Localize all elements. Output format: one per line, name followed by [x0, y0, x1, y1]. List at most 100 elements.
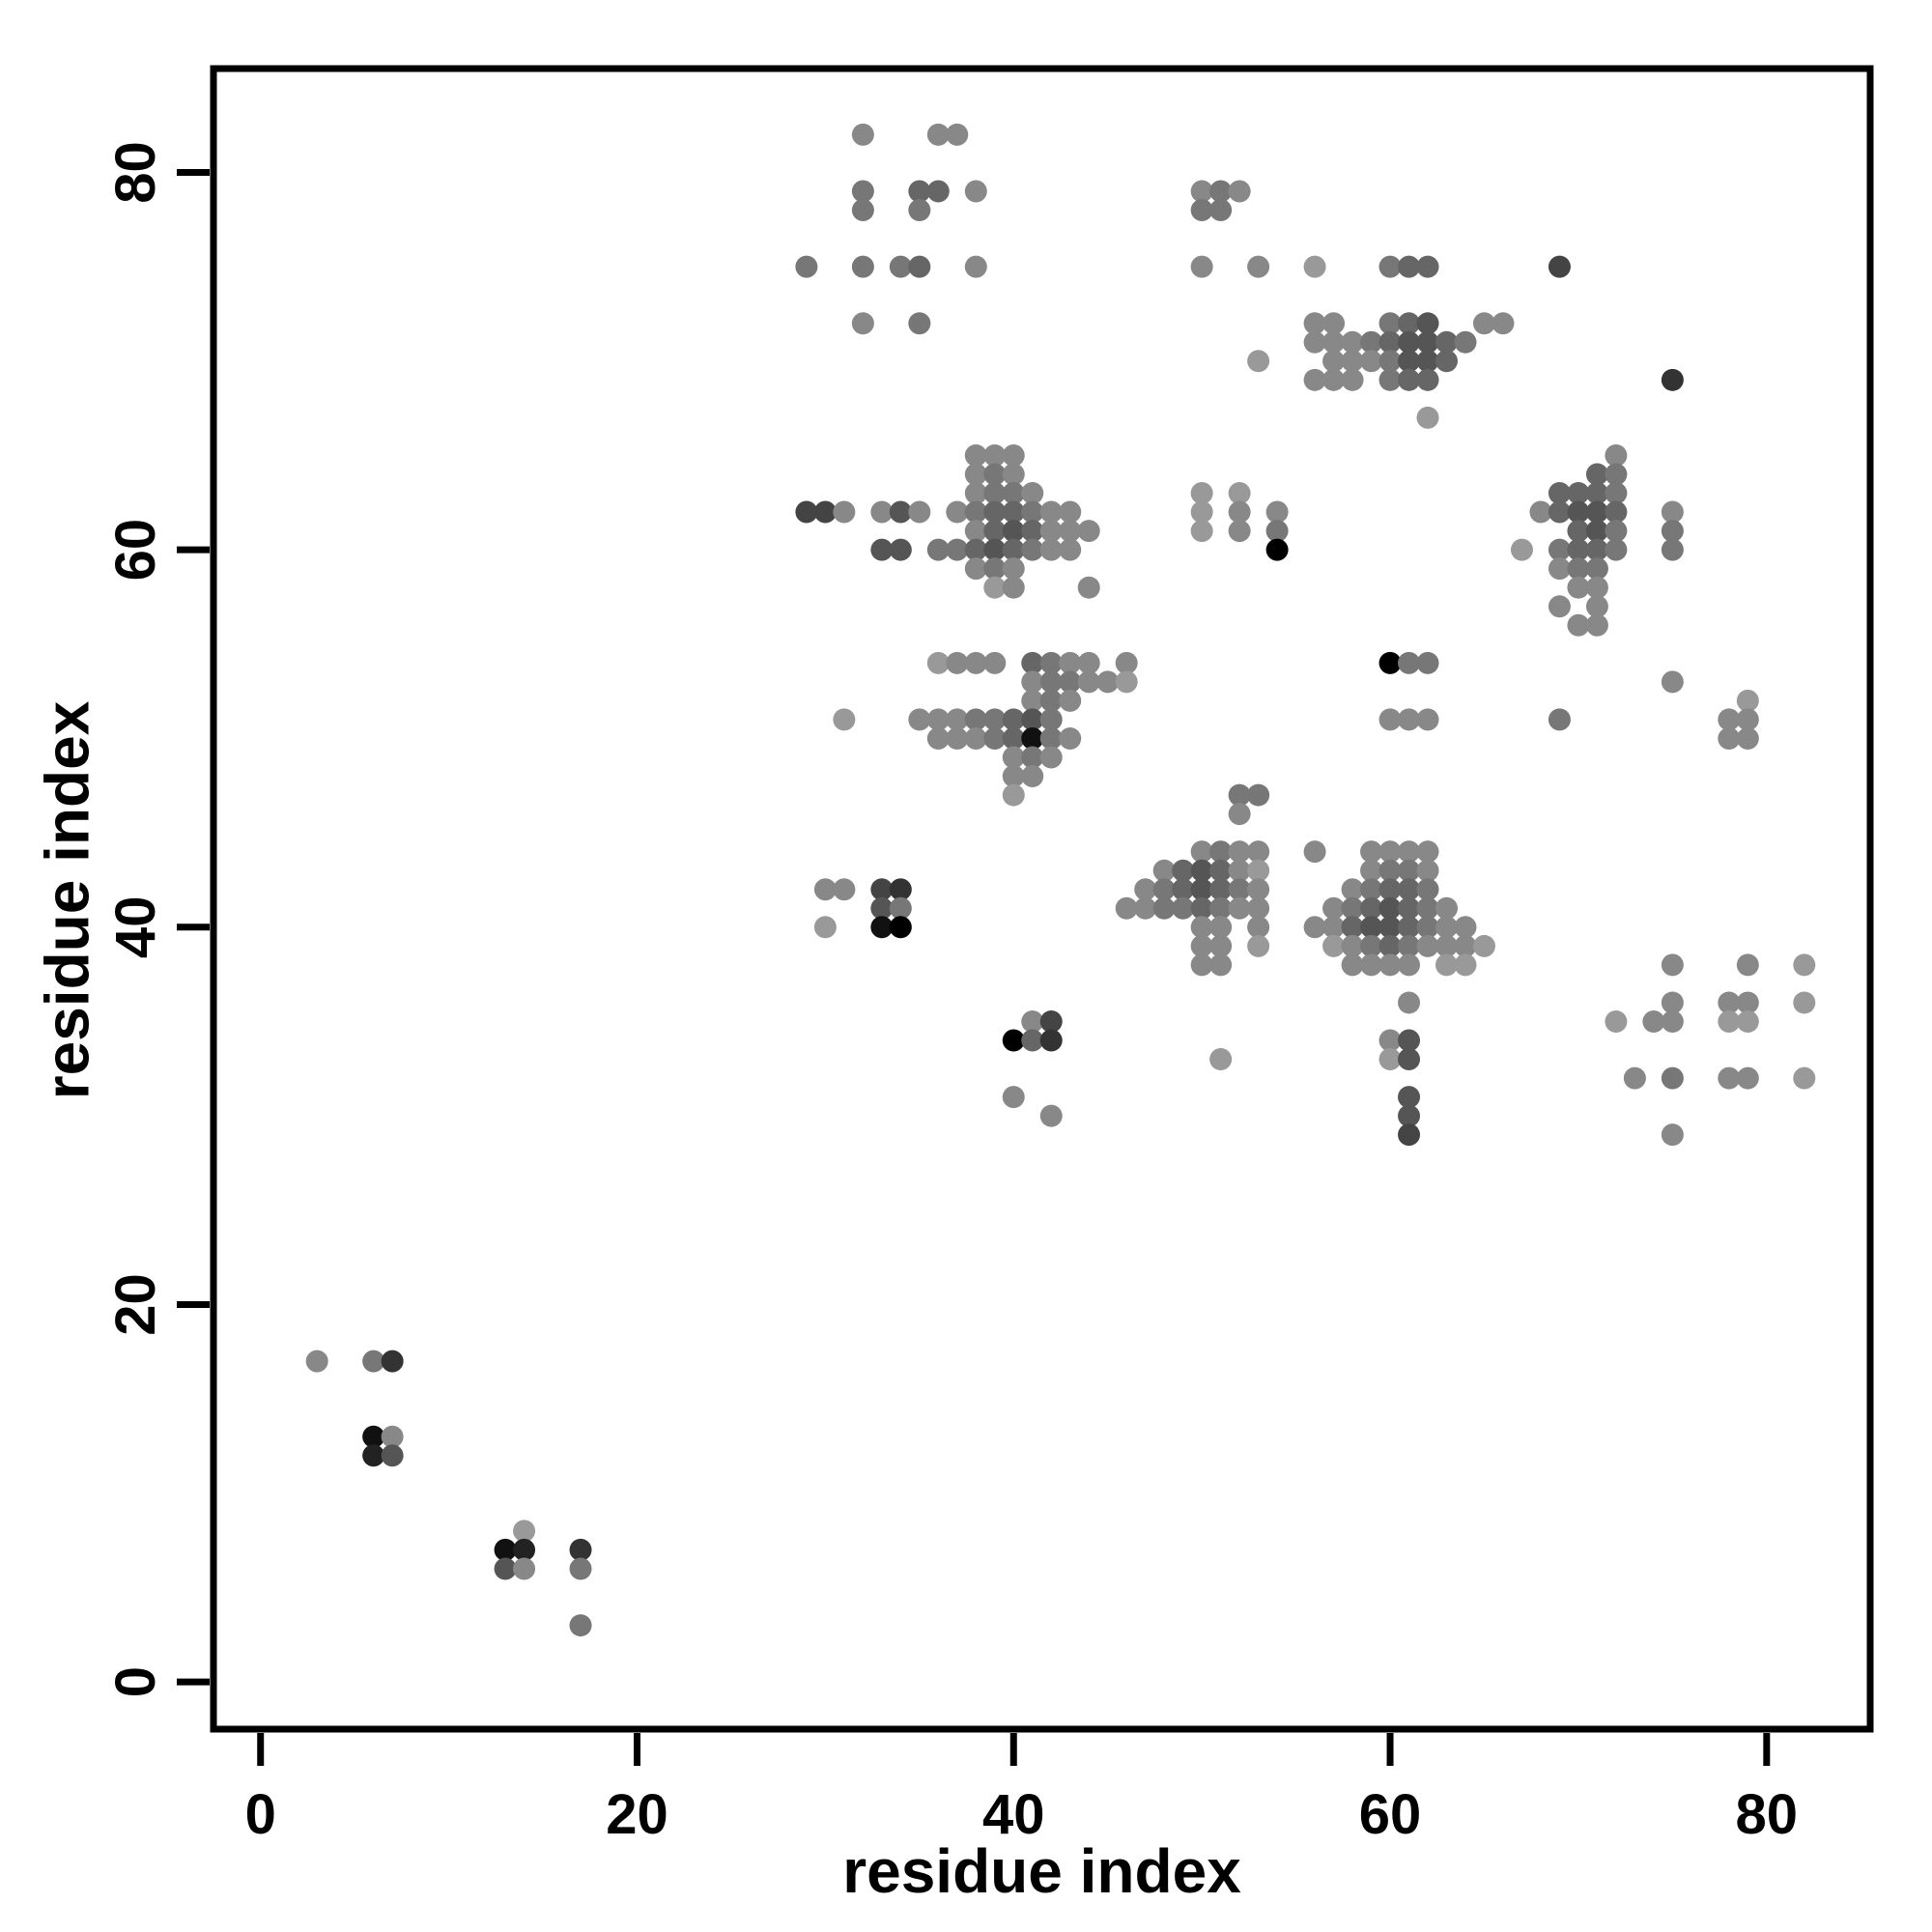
data-point — [1021, 726, 1044, 750]
data-point — [1454, 953, 1477, 977]
data-point — [983, 726, 1007, 750]
data-point — [1228, 180, 1251, 203]
data-point — [1209, 859, 1233, 882]
data-point — [1190, 896, 1213, 920]
data-point — [1341, 330, 1364, 354]
data-point — [1190, 859, 1213, 882]
data-point — [1435, 330, 1459, 354]
data-point — [1718, 1066, 1741, 1090]
data-point — [1303, 916, 1326, 939]
data-point — [1021, 708, 1044, 731]
data-point — [1228, 878, 1251, 901]
data-point — [1190, 520, 1213, 543]
data-point — [1736, 953, 1759, 977]
data-point — [1585, 520, 1608, 543]
data-point — [1059, 651, 1082, 674]
data-point — [1398, 350, 1421, 373]
data-point — [964, 180, 987, 203]
data-point — [1303, 368, 1326, 391]
data-point — [1247, 350, 1270, 373]
data-point — [1398, 1086, 1421, 1109]
data-point — [889, 538, 912, 561]
data-point — [1209, 840, 1233, 864]
data-point — [870, 896, 894, 920]
data-point — [1585, 482, 1608, 505]
plot-frame — [210, 65, 1874, 1733]
data-point — [1002, 726, 1025, 750]
data-point — [1378, 859, 1402, 882]
data-point — [1265, 500, 1289, 524]
data-point — [1190, 180, 1213, 203]
data-point — [1059, 538, 1082, 561]
data-point — [889, 896, 912, 920]
data-point — [1059, 500, 1082, 524]
data-point — [983, 482, 1007, 505]
data-point — [833, 708, 856, 731]
data-point — [1228, 482, 1251, 505]
data-point — [1115, 670, 1138, 694]
data-point — [1247, 255, 1270, 278]
data-point — [1228, 840, 1251, 864]
data-point — [1341, 350, 1364, 373]
data-point — [1021, 1009, 1044, 1033]
data-point — [1039, 651, 1063, 674]
data-point — [1039, 520, 1063, 543]
data-point — [1002, 557, 1025, 581]
data-point — [1605, 463, 1628, 486]
data-point — [926, 180, 950, 203]
data-point — [946, 651, 969, 674]
data-point — [1718, 1009, 1741, 1033]
data-point — [964, 520, 987, 543]
data-point — [1398, 859, 1421, 882]
data-point — [1209, 878, 1233, 901]
data-point — [1021, 1029, 1044, 1052]
data-point — [1002, 463, 1025, 486]
data-point — [1002, 443, 1025, 467]
data-point — [1398, 368, 1421, 391]
data-point — [1190, 500, 1213, 524]
data-point — [1077, 670, 1100, 694]
data-point — [1398, 896, 1421, 920]
data-point — [1247, 878, 1270, 901]
data-point — [795, 500, 818, 524]
data-point — [1265, 520, 1289, 543]
data-point — [964, 482, 987, 505]
data-point — [1209, 1048, 1233, 1071]
data-point — [1077, 651, 1100, 674]
data-point — [946, 726, 969, 750]
y-tick-label: 80 — [104, 141, 167, 204]
data-point — [983, 557, 1007, 581]
data-point — [1585, 538, 1608, 561]
data-point — [1585, 595, 1608, 618]
data-point — [908, 500, 931, 524]
data-point — [1134, 878, 1157, 901]
data-point — [946, 123, 969, 146]
data-point — [1002, 520, 1025, 543]
data-point — [1190, 840, 1213, 864]
data-point — [1398, 255, 1421, 278]
data-point — [1190, 916, 1213, 939]
data-point — [1190, 199, 1213, 222]
data-point — [964, 463, 987, 486]
data-point — [1341, 368, 1364, 391]
data-point — [1661, 953, 1684, 977]
data-point — [1172, 878, 1195, 901]
data-point — [1303, 840, 1326, 864]
x-tick-label: 80 — [1736, 1783, 1799, 1846]
data-point — [305, 1350, 328, 1373]
data-point — [1378, 840, 1402, 864]
data-point — [1435, 916, 1459, 939]
data-point — [1510, 538, 1533, 561]
data-point — [569, 1538, 592, 1561]
data-point — [926, 123, 950, 146]
data-point — [1567, 520, 1590, 543]
data-point — [964, 726, 987, 750]
data-point — [1398, 651, 1421, 674]
data-point — [1567, 613, 1590, 637]
data-point — [1736, 726, 1759, 750]
data-point — [1398, 953, 1421, 977]
data-point — [926, 538, 950, 561]
data-point — [1341, 878, 1364, 901]
data-point — [889, 500, 912, 524]
data-point — [1548, 557, 1571, 581]
